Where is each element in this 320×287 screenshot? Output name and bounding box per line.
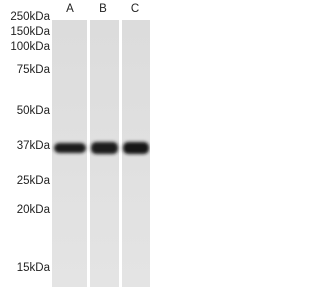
marker-label: 20kDa (17, 204, 51, 216)
marker-label: 250kDa (10, 11, 50, 23)
band (54, 143, 86, 153)
bands (54, 142, 149, 154)
band (91, 142, 118, 154)
lane-label: C (131, 3, 139, 15)
lane-label: B (99, 3, 107, 15)
marker-label: 150kDa (10, 26, 50, 38)
western-blot: 250kDa 150kDa 100kDa 75kDa 50kDa 37kDa 25kDa 20… (10, 3, 150, 287)
marker-label: 50kDa (17, 105, 51, 117)
marker-label: 25kDa (17, 175, 51, 187)
marker-label: 37kDa (17, 140, 51, 152)
lane-label: A (66, 3, 74, 15)
marker-label: 15kDa (17, 262, 51, 274)
band (123, 142, 149, 154)
marker-label: 100kDa (10, 41, 50, 53)
marker-label: 75kDa (17, 64, 51, 76)
lane (52, 20, 87, 287)
labels: 250kDa 150kDa 100kDa 75kDa 50kDa 37kDa 25kDa 20… (10, 3, 139, 274)
